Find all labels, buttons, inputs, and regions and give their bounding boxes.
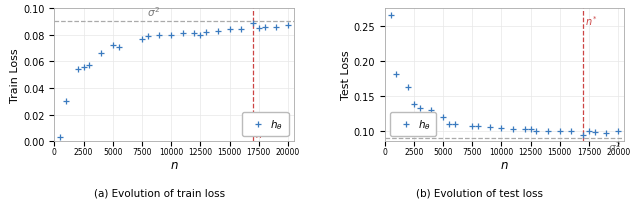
X-axis label: $n$: $n$ — [170, 158, 179, 171]
Point — [96, 53, 106, 56]
Text: $n^*$: $n^*$ — [255, 126, 268, 140]
Point — [248, 22, 258, 25]
Point — [212, 30, 223, 33]
Point — [195, 34, 205, 37]
Point — [555, 129, 565, 133]
Point — [473, 124, 483, 128]
Point — [271, 26, 282, 29]
Point — [578, 134, 588, 137]
Point — [166, 34, 176, 37]
Point — [154, 34, 164, 37]
Point — [438, 115, 448, 119]
Point — [415, 106, 425, 110]
Point — [72, 68, 83, 72]
Point — [613, 129, 623, 133]
Text: $\sigma^2$: $\sigma^2$ — [607, 139, 621, 153]
Point — [108, 44, 118, 48]
Point — [444, 122, 454, 126]
Point — [584, 129, 594, 133]
Point — [225, 29, 235, 32]
Point — [602, 132, 612, 135]
Point — [589, 131, 600, 134]
Point — [79, 66, 89, 69]
Point — [55, 136, 65, 139]
Point — [143, 35, 153, 39]
Legend: $h_\theta$: $h_\theta$ — [390, 112, 436, 136]
Point — [449, 123, 460, 126]
Point — [283, 25, 293, 28]
X-axis label: $n$: $n$ — [500, 158, 509, 171]
Point — [236, 29, 246, 32]
Point — [403, 85, 413, 89]
Point — [259, 26, 269, 29]
Legend: $h_\theta$: $h_\theta$ — [243, 112, 289, 136]
Point — [385, 14, 396, 18]
Text: (b) Evolution of test loss: (b) Evolution of test loss — [417, 188, 543, 198]
Point — [201, 31, 211, 35]
Point — [467, 124, 477, 128]
Point — [189, 33, 200, 36]
Point — [137, 38, 147, 41]
Point — [113, 46, 124, 49]
Point — [508, 127, 518, 130]
Y-axis label: Test Loss: Test Loss — [340, 50, 351, 100]
Point — [520, 128, 530, 131]
Point — [61, 100, 71, 103]
Text: $\sigma^2$: $\sigma^2$ — [147, 5, 160, 19]
Point — [525, 128, 536, 131]
Point — [84, 64, 95, 68]
Text: $n^*$: $n^*$ — [585, 14, 598, 28]
Point — [391, 73, 401, 76]
Point — [543, 129, 553, 133]
Point — [484, 126, 495, 129]
Point — [253, 27, 264, 31]
Y-axis label: Train Loss: Train Loss — [10, 48, 20, 102]
Point — [409, 103, 419, 106]
Point — [178, 33, 188, 36]
Point — [531, 129, 541, 133]
Text: (a) Evolution of train loss: (a) Evolution of train loss — [95, 188, 225, 198]
Point — [566, 130, 577, 133]
Point — [496, 126, 506, 130]
Point — [426, 108, 436, 112]
